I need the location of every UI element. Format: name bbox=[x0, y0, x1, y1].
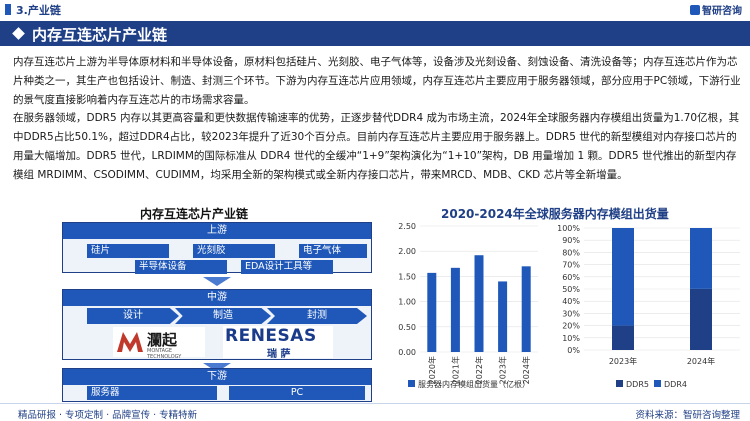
upstream-box: 上游 硅片 光刻胶 电子气体 半导体设备 EDA设计工具等 bbox=[62, 222, 372, 274]
upstream-item-eda: EDA设计工具等 bbox=[241, 260, 333, 274]
diamond-icon bbox=[12, 27, 25, 40]
stacked-bar-segment bbox=[612, 325, 634, 350]
section-marker bbox=[5, 4, 11, 15]
y-tick-label: 50% bbox=[562, 285, 580, 294]
downstream-item-server: 服务器 bbox=[87, 386, 217, 400]
brand-name: 智研咨询 bbox=[702, 6, 742, 17]
y-tick-label: 60% bbox=[562, 273, 580, 282]
upstream-item-equipment: 半导体设备 bbox=[135, 260, 227, 274]
step-manufacture: 制造 bbox=[175, 308, 271, 324]
montage-mark-icon bbox=[117, 332, 143, 352]
montage-name: 瀾起 bbox=[147, 331, 178, 349]
top-header: 3.产业链 智研咨询 bbox=[0, 0, 750, 20]
stacked-bar-segment bbox=[690, 288, 712, 350]
chart-title: 2020-2024年全球服务器内存模组出货量 bbox=[441, 207, 669, 221]
downstream-item-pc: PC bbox=[229, 386, 365, 400]
downstream-box: 下游 服务器 PC bbox=[62, 368, 372, 402]
step-design: 设计 bbox=[87, 308, 179, 324]
midstream-box: 中游 设计 制造 封测 瀾起 MONTAGE TECHNOLOGY RENESA… bbox=[62, 289, 372, 360]
legend-label: 服务器内存模组出货量（亿根） bbox=[418, 379, 530, 389]
legend-swatch bbox=[616, 380, 623, 387]
x-tick-label: 2023年 bbox=[498, 356, 508, 384]
bar bbox=[474, 255, 484, 352]
body-text: 内存互连芯片上游为半导体原材料和半导体设备，原材料包括硅片、光刻胶、电子气体等，… bbox=[13, 53, 743, 185]
y-tick-label: 2.50 bbox=[398, 222, 416, 231]
y-tick-label: 0% bbox=[567, 346, 580, 355]
renesas-logo: RENESAS 瑞 萨 bbox=[223, 326, 333, 360]
renesas-name: RENESAS bbox=[225, 326, 317, 346]
upstream-header: 上游 bbox=[63, 223, 371, 239]
legend-label: DDR5 bbox=[626, 380, 649, 389]
stacked-bar-segment bbox=[690, 228, 712, 289]
footer: 精品研报 · 专项定制 · 品牌宣传 · 专精特新 资料来源：智研咨询整理 bbox=[0, 405, 750, 421]
y-tick-label: 30% bbox=[562, 309, 580, 318]
brand-icon bbox=[690, 5, 700, 15]
y-tick-label: 0.00 bbox=[398, 348, 416, 357]
downstream-header: 下游 bbox=[63, 369, 371, 385]
legend-label: DDR4 bbox=[664, 380, 687, 389]
title-bar: 内存互连芯片产业链 bbox=[0, 21, 750, 46]
legend-swatch bbox=[654, 380, 661, 387]
bar bbox=[450, 267, 460, 352]
x-tick-label: 2024年 bbox=[687, 356, 715, 366]
legend-swatch bbox=[408, 380, 415, 387]
upstream-item-silicon: 硅片 bbox=[87, 244, 169, 258]
montage-logo: 瀾起 MONTAGE TECHNOLOGY bbox=[113, 327, 205, 360]
y-tick-label: 10% bbox=[562, 334, 580, 343]
bar bbox=[498, 281, 508, 352]
arrow-down-icon bbox=[203, 363, 231, 372]
x-tick-label: 2022年 bbox=[474, 356, 484, 384]
body-paragraph-1: 内存互连芯片上游为半导体原材料和半导体设备，原材料包括硅片、光刻胶、电子气体等，… bbox=[13, 56, 741, 106]
footer-tagline: 精品研报 · 专项定制 · 品牌宣传 · 专精特新 bbox=[18, 410, 198, 421]
step-packaging: 封测 bbox=[267, 308, 367, 324]
stacked-bar-segment bbox=[612, 228, 634, 326]
upstream-item-gas: 电子气体 bbox=[299, 244, 367, 258]
x-tick-label: 2021年 bbox=[450, 356, 460, 384]
y-tick-label: 70% bbox=[562, 261, 580, 270]
footer-rule bbox=[0, 403, 750, 404]
bar bbox=[521, 266, 531, 352]
x-tick-label: 2023年 bbox=[609, 356, 637, 366]
y-tick-label: 1.00 bbox=[398, 298, 416, 307]
arrow-down-icon bbox=[203, 277, 231, 286]
ddr-share-chart: 0% 10% 20% 30% 40% 50% 60% 70% 80% 90% 100% 2023年 20… bbox=[557, 224, 740, 389]
y-tick-label: 2.00 bbox=[398, 247, 416, 256]
y-tick-label: 40% bbox=[562, 297, 580, 306]
montage-sub: MONTAGE TECHNOLOGY bbox=[147, 348, 182, 360]
renesas-cn-name: 瑞 萨 bbox=[267, 349, 291, 360]
y-tick-label: 20% bbox=[562, 322, 580, 331]
x-tick-label: 2024年 bbox=[521, 356, 531, 384]
midstream-header: 中游 bbox=[63, 290, 371, 306]
y-tick-label: 1.50 bbox=[398, 272, 416, 281]
upstream-item-photoresist: 光刻胶 bbox=[193, 244, 275, 258]
y-tick-label: 80% bbox=[562, 248, 580, 257]
body-paragraph-2: 在服务器领域，DDR5 内存以其更高容量和更快数据传输速率的优势，正逐步替代DD… bbox=[13, 112, 740, 181]
bar bbox=[427, 272, 437, 352]
x-tick-label: 2020年 bbox=[427, 356, 437, 384]
brand-logo[interactable]: 智研咨询 bbox=[690, 2, 742, 17]
section-label: 3.产业链 bbox=[16, 4, 61, 17]
footer-source: 资料来源：智研咨询整理 bbox=[635, 410, 740, 421]
y-tick-label: 100% bbox=[557, 224, 580, 233]
page-title: 内存互连芯片产业链 bbox=[32, 26, 168, 44]
diagram-title: 内存互连芯片产业链 bbox=[140, 207, 249, 221]
shipment-bar-chart: 0.00 0.50 1.00 1.50 2.00 2.50 2020年 2021年 2022年 2… bbox=[398, 222, 538, 389]
y-tick-label: 0.50 bbox=[398, 323, 416, 332]
y-tick-label: 90% bbox=[562, 236, 580, 245]
